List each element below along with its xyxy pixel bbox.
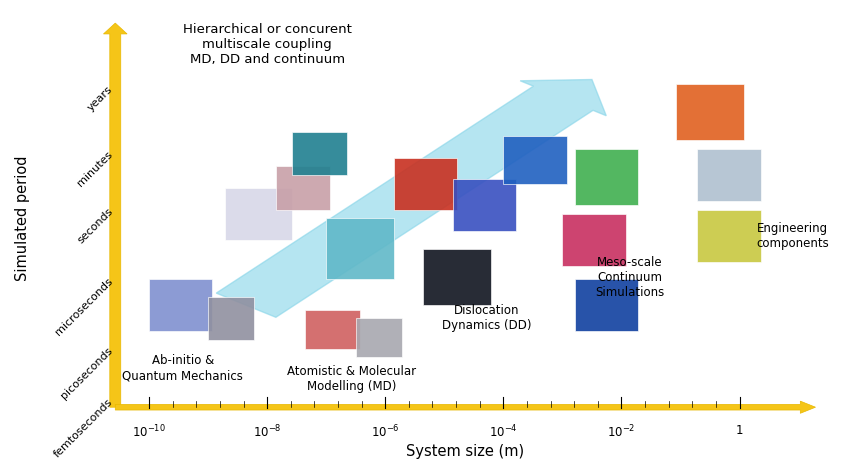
- Text: femtoseconds: femtoseconds: [52, 397, 115, 460]
- Bar: [149, 279, 212, 331]
- Text: seconds: seconds: [76, 206, 115, 246]
- Bar: [292, 132, 348, 175]
- Text: picoseconds: picoseconds: [60, 345, 115, 401]
- Text: years: years: [86, 85, 115, 113]
- FancyArrow shape: [116, 401, 815, 413]
- Bar: [575, 149, 638, 205]
- Bar: [677, 84, 744, 140]
- Bar: [275, 166, 331, 210]
- Text: Simulated period: Simulated period: [15, 156, 30, 281]
- Text: minutes: minutes: [76, 150, 115, 189]
- Text: Ab-initio &
Quantum Mechanics: Ab-initio & Quantum Mechanics: [122, 354, 243, 382]
- Text: $10^{-6}$: $10^{-6}$: [371, 424, 400, 440]
- Text: $10^{-2}$: $10^{-2}$: [607, 424, 636, 440]
- Bar: [355, 318, 402, 357]
- Bar: [503, 136, 567, 184]
- Text: Meso-scale
Continuum
Simulations: Meso-scale Continuum Simulations: [595, 255, 665, 298]
- Text: Atomistic & Molecular
Modelling (MD): Atomistic & Molecular Modelling (MD): [287, 365, 416, 393]
- Text: microseconds: microseconds: [54, 276, 115, 337]
- Text: $10^{-4}$: $10^{-4}$: [489, 424, 518, 440]
- Bar: [326, 219, 394, 279]
- Text: Dislocation
Dynamics (DD): Dislocation Dynamics (DD): [442, 304, 531, 332]
- Bar: [208, 297, 254, 340]
- Bar: [305, 310, 360, 349]
- Text: System size (m): System size (m): [406, 444, 524, 459]
- Bar: [575, 279, 638, 331]
- Bar: [563, 214, 626, 266]
- Bar: [453, 179, 516, 232]
- Text: $10^{-10}$: $10^{-10}$: [132, 424, 166, 440]
- Text: 1: 1: [736, 424, 743, 437]
- FancyArrow shape: [104, 23, 128, 407]
- Bar: [697, 210, 761, 262]
- Bar: [394, 158, 457, 210]
- Text: $10^{-8}$: $10^{-8}$: [252, 424, 281, 440]
- Bar: [225, 188, 292, 240]
- FancyArrow shape: [216, 79, 606, 317]
- Bar: [423, 249, 490, 305]
- Text: Engineering
components: Engineering components: [756, 222, 830, 250]
- Bar: [697, 149, 761, 201]
- Text: Hierarchical or concurent
multiscale coupling
MD, DD and continuum: Hierarchical or concurent multiscale cou…: [183, 23, 352, 66]
